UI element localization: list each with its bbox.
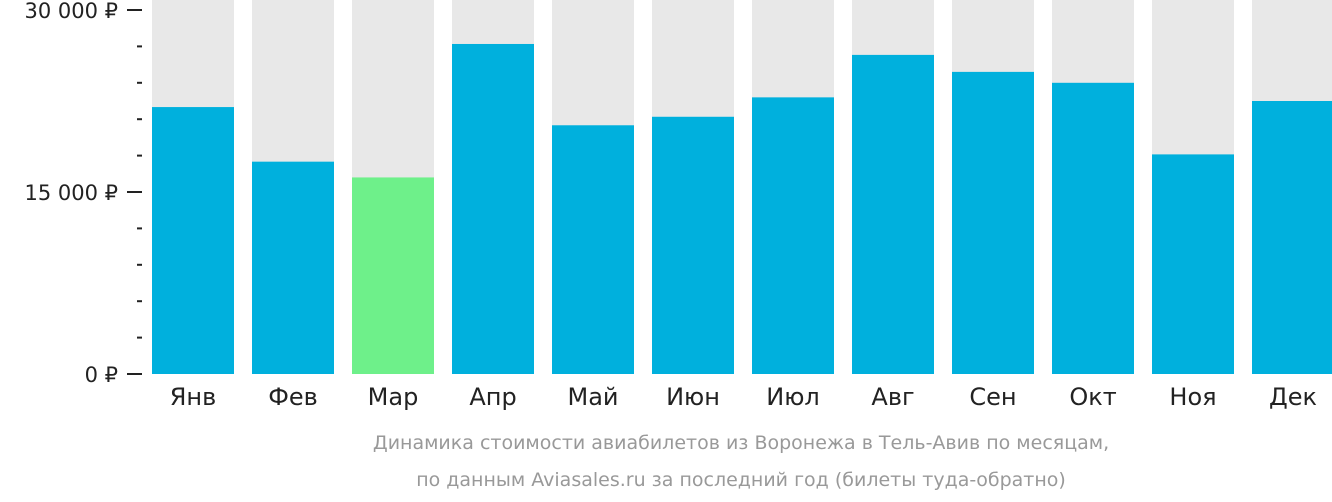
bar xyxy=(452,43,534,375)
x-tick-label: Сен xyxy=(969,383,1016,411)
y-tick-label: 0 ₽ xyxy=(85,363,118,387)
bar xyxy=(252,161,334,374)
x-tick-label: Мар xyxy=(368,383,419,411)
bar xyxy=(352,177,434,374)
chart-caption-line-1: Динамика стоимости авиабилетов из Вороне… xyxy=(372,432,1110,454)
x-tick-label: Апр xyxy=(469,383,516,411)
bar xyxy=(952,71,1034,374)
x-tick-label: Авг xyxy=(871,383,914,411)
x-tick-label: Май xyxy=(567,383,618,411)
x-tick-label: Янв xyxy=(170,383,217,411)
x-tick-label: Июн xyxy=(666,383,720,411)
price-bar-chart: 0 ₽ 15 000 ₽ 30 000 ₽ Янв Фев Мар Апр Май Июн Июл… xyxy=(24,0,1332,411)
bar xyxy=(1152,154,1234,374)
x-tick-label: Июл xyxy=(766,383,820,411)
x-tick-label: Окт xyxy=(1069,383,1116,411)
x-tick-label: Ноя xyxy=(1169,383,1216,411)
bar xyxy=(852,54,934,374)
chart-caption-line-2: по данным Aviasales.ru за последний год … xyxy=(416,469,1066,491)
bar xyxy=(652,116,734,375)
bar xyxy=(1052,82,1134,375)
bar xyxy=(152,107,234,375)
y-tick-label: 30 000 ₽ xyxy=(24,0,118,23)
y-tick-label: 15 000 ₽ xyxy=(24,181,118,205)
x-tick-label: Фев xyxy=(268,383,318,411)
x-tick-label: Дек xyxy=(1269,383,1317,411)
bar xyxy=(1252,101,1332,374)
bar xyxy=(552,125,634,375)
bar xyxy=(752,97,834,375)
